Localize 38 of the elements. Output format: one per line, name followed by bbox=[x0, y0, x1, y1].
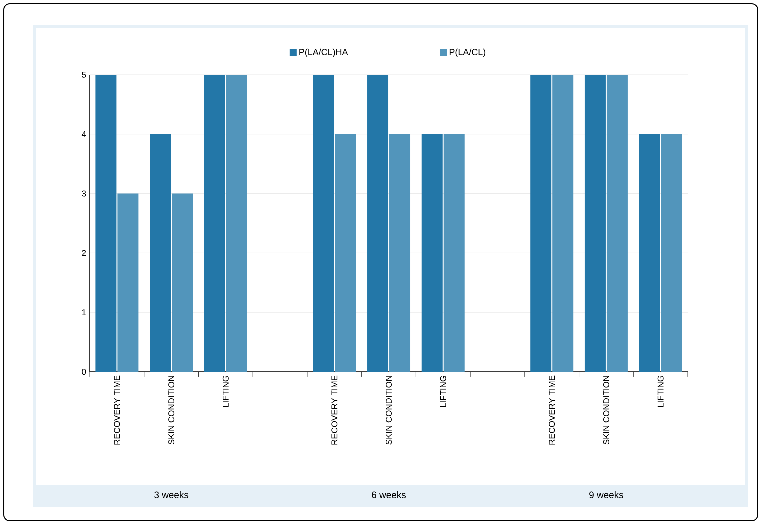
bar bbox=[584, 74, 606, 372]
bar bbox=[606, 74, 628, 372]
y-tick-label: 4 bbox=[82, 131, 86, 138]
y-tick-label: 1 bbox=[82, 310, 86, 316]
bar bbox=[335, 134, 356, 372]
x-tick-label: SKIN CONDITION bbox=[386, 376, 392, 445]
x-tick-label: LIFTING bbox=[222, 376, 229, 408]
bar bbox=[530, 74, 552, 372]
bar bbox=[150, 134, 172, 372]
y-tick-label: 2 bbox=[82, 250, 86, 256]
bar bbox=[204, 74, 226, 372]
legend-label: P(LA/CL)HA bbox=[300, 48, 348, 58]
bar bbox=[639, 134, 660, 372]
x-tick-label: RECOVERY TIME bbox=[114, 376, 120, 445]
bar bbox=[313, 74, 334, 372]
x-tick-label: SKIN CONDITION bbox=[603, 376, 610, 445]
text: 3 weeks bbox=[154, 492, 189, 498]
y-tick-label: 3 bbox=[82, 190, 86, 197]
bar bbox=[368, 74, 389, 372]
bar bbox=[661, 134, 682, 372]
x-tick-label: RECOVERY TIME bbox=[549, 376, 556, 445]
x-tick-label: LIFTING bbox=[658, 376, 664, 408]
x-tick-label: LIFTING bbox=[440, 376, 446, 408]
text: 9 weeks bbox=[590, 492, 624, 498]
bar bbox=[118, 194, 139, 372]
y-tick-label: 5 bbox=[82, 72, 86, 78]
bar bbox=[96, 74, 117, 372]
bar bbox=[390, 134, 411, 372]
legend-label: P(LA/CL) bbox=[450, 48, 486, 58]
text: 6 weeks bbox=[372, 492, 406, 498]
bar bbox=[552, 74, 574, 372]
bar bbox=[422, 134, 443, 372]
bar bbox=[172, 194, 194, 372]
y-tick-label: 0 bbox=[82, 368, 86, 375]
bar bbox=[226, 74, 248, 372]
x-tick-label: RECOVERY TIME bbox=[332, 376, 338, 445]
x-tick-label: SKIN CONDITION bbox=[168, 376, 175, 445]
bar bbox=[444, 134, 465, 372]
